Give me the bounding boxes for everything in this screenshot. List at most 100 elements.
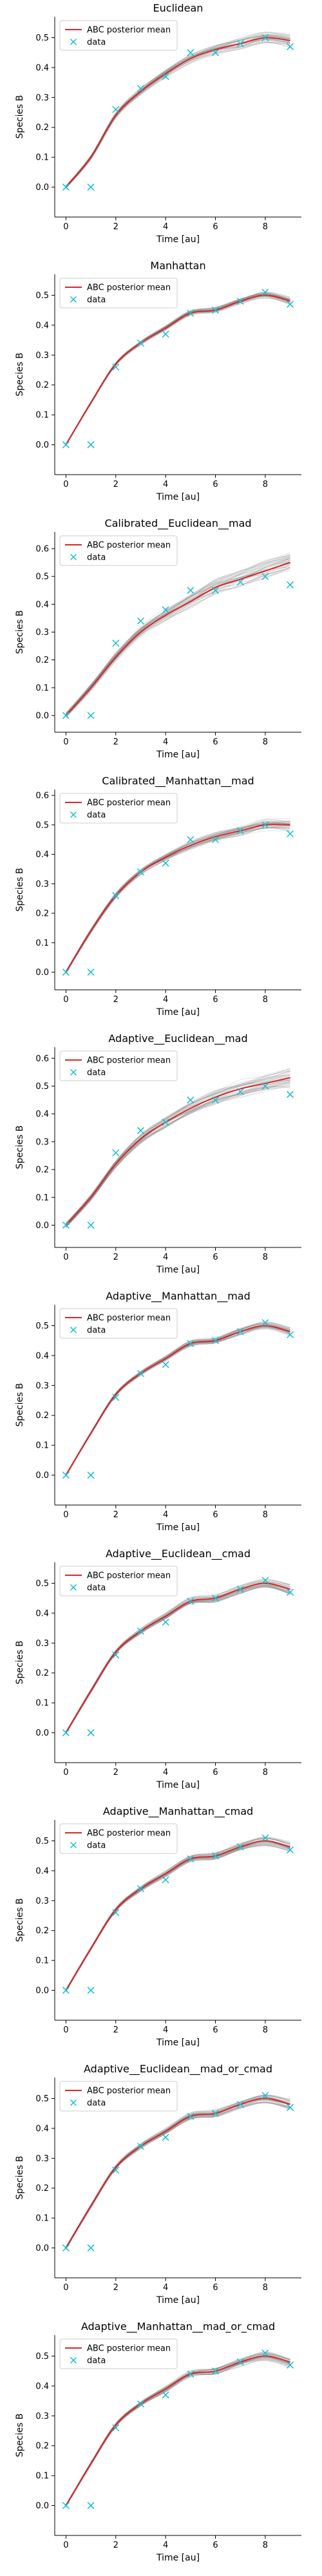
data-point <box>87 2244 95 2252</box>
posterior-samples <box>65 1321 290 1477</box>
chart-panel: Manhattan 0 2 4 6 8 0.0 0.1 0.2 0.3 0.4 0.5 Time [au… <box>15 260 301 502</box>
posterior-mean-line <box>65 1582 290 1734</box>
posterior-sample-line <box>66 1079 290 1226</box>
y-tick-label: 0.3 <box>35 1639 49 1649</box>
posterior-sample-line <box>66 553 290 714</box>
posterior-sample-line <box>65 293 290 445</box>
data-point <box>287 1588 294 1596</box>
posterior-sample-line <box>65 1837 290 1990</box>
x-tick-label: 0 <box>63 222 68 232</box>
posterior-sample-line <box>66 35 290 187</box>
posterior-sample-line <box>66 37 290 188</box>
x-tick-label: 4 <box>163 2283 168 2293</box>
posterior-sample-line <box>65 822 290 972</box>
chart-title: Calibrated__Euclidean__mad <box>104 517 251 530</box>
legend-box <box>59 1823 178 1854</box>
posterior-samples <box>65 2351 290 2507</box>
x-tick-label: 2 <box>113 1253 118 1262</box>
data-point <box>62 184 70 191</box>
x-tick-label: 6 <box>213 1510 218 1520</box>
posterior-mean-line <box>65 294 290 446</box>
posterior-sample-line <box>65 820 290 972</box>
data-point <box>87 1221 95 1229</box>
posterior-sample-line <box>65 1845 290 1992</box>
data-point <box>162 1361 169 1368</box>
posterior-sample-line <box>65 1842 290 1992</box>
data-point <box>187 49 194 57</box>
data-point <box>287 1331 294 1338</box>
y-axis-label: Species B <box>15 2156 25 2200</box>
posterior-sample-line <box>65 294 290 444</box>
posterior-sample-line <box>66 39 290 187</box>
posterior-sample-line <box>65 294 290 445</box>
posterior-sample-line <box>66 1081 290 1227</box>
posterior-sample-line <box>65 830 290 974</box>
data-point <box>187 1597 194 1605</box>
data-point <box>211 307 220 314</box>
posterior-sample-line <box>66 565 290 718</box>
posterior-sample-line <box>65 821 290 972</box>
posterior-sample-line <box>65 2351 290 2505</box>
chart-panel: Calibrated__Euclidean__mad 0 2 4 6 8 0.0 0.1 0.2… <box>15 517 301 760</box>
posterior-sample-line <box>66 41 290 189</box>
data-point <box>62 1472 70 1479</box>
posterior-sample-line <box>65 2096 290 2248</box>
legend: ABC posterior mean data <box>59 2081 178 2112</box>
y-tick-label: 0.5 <box>35 820 49 830</box>
legend-label-data: data <box>87 1841 106 1851</box>
data-point <box>162 1876 169 1884</box>
legend-box <box>59 2081 178 2112</box>
x-axis-label: Time [au] <box>156 750 200 760</box>
posterior-sample-line <box>66 559 290 715</box>
data-point <box>112 363 120 371</box>
posterior-sample-line <box>66 35 290 187</box>
y-tick-label: 0.2 <box>35 1411 49 1421</box>
posterior-sample-line <box>66 559 290 715</box>
posterior-sample-line <box>65 818 290 972</box>
data-point <box>261 573 269 580</box>
data-point <box>162 1119 169 1126</box>
legend-label-data: data <box>87 296 106 305</box>
plot-area <box>62 2092 294 2252</box>
data-points <box>62 1319 294 1479</box>
posterior-sample-line <box>65 292 290 445</box>
data-point <box>261 2092 269 2099</box>
posterior-sample-line <box>65 824 290 973</box>
posterior-sample-line <box>66 1077 290 1225</box>
legend-marker-swatch <box>70 1584 77 1591</box>
data-point <box>162 859 169 867</box>
data-point <box>187 2370 194 2378</box>
data-point <box>112 1394 120 1401</box>
data-point <box>236 1088 244 1095</box>
y-tick-label: 0.0 <box>35 1986 49 1996</box>
data-point <box>211 49 220 57</box>
data-point <box>87 441 95 449</box>
x-tick-label: 8 <box>263 2541 268 2550</box>
posterior-sample-line <box>65 1578 290 1732</box>
posterior-sample-line <box>65 292 290 444</box>
x-tick-label: 8 <box>263 1768 268 1777</box>
posterior-sample-line <box>66 35 290 188</box>
y-axis-label: Species B <box>15 1383 25 1427</box>
data-point <box>87 1729 95 1737</box>
chart-panel: Euclidean 0 2 4 6 8 0.0 0.1 0.2 0.3 0.4 0.5 Time [au… <box>15 2 301 245</box>
x-axis-label: Time [au] <box>156 234 200 245</box>
x-axis-label: Time [au] <box>156 2038 200 2048</box>
posterior-sample-line <box>65 1323 290 1475</box>
posterior-sample-line <box>66 36 290 187</box>
x-tick-label: 2 <box>113 1510 118 1520</box>
posterior-sample-line <box>66 1072 290 1224</box>
data-point <box>261 821 269 829</box>
y-tick-label: 0.5 <box>35 291 49 301</box>
x-tick-label: 8 <box>263 480 268 489</box>
y-tick-label: 0.3 <box>35 2412 49 2421</box>
posterior-sample-line <box>65 822 290 972</box>
data-points <box>62 289 294 449</box>
data-point <box>236 1328 244 1336</box>
posterior-sample-line <box>65 2094 290 2248</box>
data-point <box>162 2134 169 2141</box>
legend-marker-swatch <box>70 2099 77 2107</box>
y-tick-label: 0.4 <box>35 1866 49 1876</box>
posterior-mean-line <box>65 1077 290 1226</box>
legend-label-data: data <box>87 1326 106 1336</box>
